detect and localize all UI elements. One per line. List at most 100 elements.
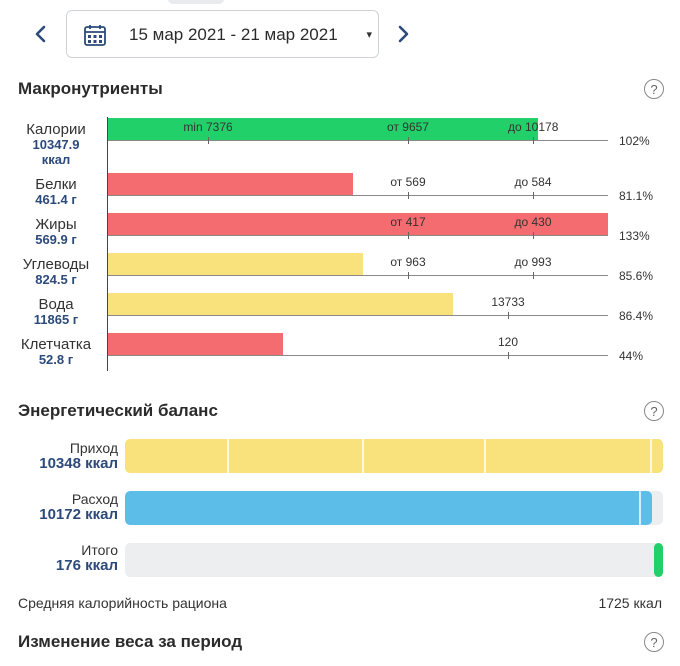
macro-tick <box>533 232 534 239</box>
macro-marker-label: до 430 <box>514 215 552 229</box>
income-track <box>125 439 663 473</box>
total-track <box>125 543 663 577</box>
tab-indicator <box>168 0 224 4</box>
macro-baseline <box>108 235 608 236</box>
macro-row: min 7376 от 9657 до 10178 102% <box>108 117 650 157</box>
macro-value: 52.8 г <box>38 352 74 367</box>
macro-name: Жиры <box>35 216 77 233</box>
macro-percent: 86.4% <box>619 309 654 323</box>
macro-label: Белки 461.4 г <box>8 177 104 207</box>
macro-marker-label: от 569 <box>390 175 426 189</box>
expense-day-separator <box>639 491 641 525</box>
income-label: Приход 10348 ккал <box>18 440 118 472</box>
macro-bar <box>108 253 363 275</box>
macro-tick <box>208 137 209 144</box>
chevron-right-icon <box>398 25 409 43</box>
macro-baseline <box>108 355 608 356</box>
macro-row: 120 44% <box>108 332 643 372</box>
expense-name: Расход <box>71 491 118 507</box>
macro-label: Углеводы 824.5 г <box>8 257 104 287</box>
expense-label: Расход 10172 ккал <box>18 491 118 523</box>
macro-label: Клетчатка 52.8 г <box>8 337 104 367</box>
macro-value: 11865 г <box>33 312 79 327</box>
macro-value: 10347.9 <box>32 137 80 152</box>
macro-percent: 44% <box>619 349 644 363</box>
macro-marker-label: 120 <box>497 335 519 349</box>
weight-help-icon[interactable]: ? <box>644 632 664 652</box>
next-week-button[interactable] <box>392 20 416 48</box>
macro-percent: 102% <box>619 134 650 148</box>
macro-baseline <box>108 195 608 196</box>
macro-label: Жиры 569.9 г <box>8 217 104 247</box>
macro-row: от 963 до 993 85.6% <box>108 252 653 292</box>
macro-baseline <box>108 315 608 316</box>
expense-bar <box>125 491 652 525</box>
macro-percent: 81.1% <box>619 189 654 203</box>
macro-name: Углеводы <box>22 256 90 273</box>
income-day-separator <box>227 439 229 473</box>
weight-title: Изменение веса за период <box>18 632 243 651</box>
energy-help-icon[interactable]: ? <box>644 401 664 421</box>
calendar-icon <box>84 25 106 46</box>
date-range-select[interactable]: 15 мар 2021 - 21 мар 2021 ▾ <box>66 10 379 58</box>
macros-title: Макронутриенты <box>18 79 163 98</box>
macros-help-icon[interactable]: ? <box>644 79 664 99</box>
macro-bar <box>108 213 608 235</box>
macro-bar <box>108 173 353 195</box>
macro-marker-label: до 10178 <box>508 120 559 134</box>
macro-marker-label: от 963 <box>390 255 426 269</box>
macro-percent: 85.6% <box>619 269 654 283</box>
macro-value: 569.9 г <box>35 232 77 247</box>
macro-percent: 133% <box>619 229 650 243</box>
income-day-separator <box>362 439 364 473</box>
macro-tick <box>533 272 534 279</box>
macro-baseline <box>108 140 608 141</box>
expense-track <box>125 491 663 525</box>
total-value: 176 ккал <box>55 557 118 574</box>
macro-label: Вода 11865 г <box>8 297 104 327</box>
previous-week-button[interactable] <box>28 20 52 48</box>
energy-title: Энергетический баланс <box>18 401 218 420</box>
income-bar <box>125 439 663 473</box>
macro-tick <box>408 192 409 199</box>
total-name: Итого <box>81 542 118 558</box>
total-label: Итого 176 ккал <box>18 542 118 574</box>
macro-tick <box>533 137 534 144</box>
income-day-separator <box>484 439 486 473</box>
macro-name: Белки <box>35 176 77 193</box>
average-calorie-value: 1725 ккал <box>598 595 662 611</box>
macro-tick <box>408 272 409 279</box>
macro-name: Клетчатка <box>20 336 92 353</box>
macro-tick <box>508 312 509 319</box>
expense-value: 10172 ккал <box>39 506 118 523</box>
income-name: Приход <box>69 440 118 456</box>
macro-row: от 569 до 584 81.1% <box>108 172 653 212</box>
macro-bar <box>108 333 283 355</box>
macro-row: от 417 до 430 133% <box>108 212 650 252</box>
macro-row: 13733 86.4% <box>108 292 653 332</box>
average-calorie-label: Средняя калорийность рациона <box>18 595 227 611</box>
macro-bar <box>108 293 453 315</box>
macro-baseline <box>108 275 608 276</box>
income-day-separator <box>650 439 652 473</box>
macro-marker-label: min 7376 <box>183 120 233 134</box>
macro-marker-label: от 9657 <box>387 120 429 134</box>
macro-value: 461.4 г <box>35 192 77 207</box>
macro-bar <box>108 118 538 140</box>
macro-marker-label: до 993 <box>514 255 552 269</box>
macro-value: 824.5 г <box>35 272 77 287</box>
macros-axis <box>107 117 108 371</box>
macro-tick <box>408 137 409 144</box>
date-range-text: 15 мар 2021 - 21 мар 2021 <box>129 25 338 44</box>
chevron-left-icon <box>35 25 46 43</box>
macro-marker-label: до 584 <box>514 175 552 189</box>
income-value: 10348 ккал <box>39 455 118 472</box>
macro-name: Калории <box>26 121 86 138</box>
macro-label: Калории 10347.9 ккал <box>8 122 104 167</box>
macro-tick <box>508 352 509 359</box>
macro-unit: ккал <box>41 152 71 167</box>
total-bar <box>654 543 663 577</box>
macro-tick <box>533 192 534 199</box>
macro-tick <box>408 232 409 239</box>
date-navigation: 15 мар 2021 - 21 мар 2021 ▾ <box>0 0 680 70</box>
